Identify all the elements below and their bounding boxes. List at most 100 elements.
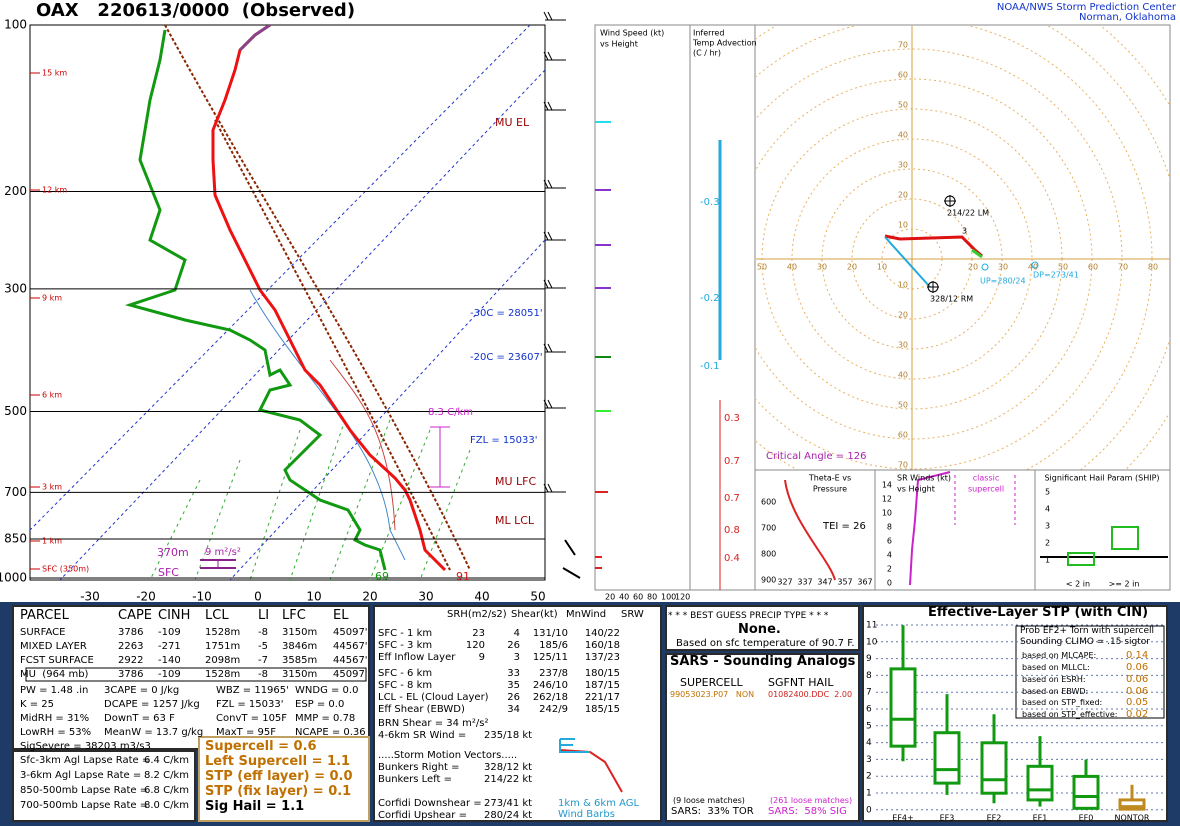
stp-prob: Prob EF2+ Torn with supercell [1020,626,1155,636]
stp-box [1118,798,1146,811]
hodo-x-label: 40 [787,263,797,272]
parcel-cell: -271 [158,641,181,652]
lapse-value: 8.2 C/km [144,770,189,781]
stp-based-value: 0.06 [1126,662,1149,673]
wind-barb [564,539,576,556]
tei-label: TEI = 26 [822,521,866,532]
skewt-annotation: MU LFC [495,475,536,488]
stp-y-label: 0 [866,805,872,815]
parcel-cell: 44567' [333,641,368,652]
height-label: 15 km [42,69,67,78]
wind-barb [562,567,581,579]
parcel-cell: -8 [258,669,268,680]
kin-cell: Eff Inflow Layer [378,652,456,663]
advection-title: (C / hr) [693,49,721,58]
parcel-panel [12,605,370,750]
stp-based-value: 0.02 [1126,709,1149,720]
kin-header: MnWind [566,609,607,620]
stp-y-label: 9 [866,654,872,664]
hodo-y-label: 30 [898,161,908,170]
org-location: Norman, Oklahoma [1079,12,1176,23]
kin-cell: 35 [507,680,520,691]
height-label: SFC (350m) [42,565,89,574]
kin-cell: SFC - 1 km [378,628,433,639]
stp-box [980,741,1008,795]
parcel-cell: -140 [158,655,181,666]
hodo-x-label: 20 [847,263,857,272]
ship-x-label: >= 2 in [1109,580,1140,589]
hodo-trace [884,236,931,288]
stp-prob: Sounding CLIMO = .15 sigtor [1020,637,1150,647]
parcel-cell: 3150m [282,669,318,680]
hodo-y-label: 40 [898,371,908,380]
theta-e-x-label: 367 [857,578,872,587]
advection-value: 0.4 [724,553,740,564]
stp-y-label: 10 [866,637,878,647]
theta-e-x-label: 327 [777,578,792,587]
advection-value: -0.2 [700,293,720,304]
ship-y-label: 5 [1045,488,1050,497]
stp-box [1026,764,1054,802]
index-cell: MeanW = 13.7 g/kg [104,727,204,738]
parcel-header: EL [333,608,349,623]
parcel-cell: MU (964 mb) [20,669,89,680]
hodo-y-label: 40 [898,131,908,140]
parcel-header: LFC [282,608,306,623]
index-cell: FZL = 15033' [216,699,284,710]
storm-label: Corfidi Upshear = [378,810,467,821]
index-cell: MidRH = 31% [20,713,90,724]
advection-value: 0.8 [724,525,740,536]
hodo-y-label: 10 [898,221,908,230]
sars-match: 99053023.P07 NON [670,690,755,699]
parcel-cell: -7 [258,655,268,666]
pressure-label: 700 [4,485,27,499]
wind-barb [543,231,566,241]
parcel-header: LI [258,608,270,623]
kin-cell: 23 [472,628,485,639]
sr-winds-y-label: 8 [887,523,892,532]
composite-panel [198,736,370,822]
skewt-annotation: 91 [456,570,470,583]
hodo-y-label: 50 [898,401,908,410]
sr-winds-y-label: 12 [882,495,892,504]
ship-x-label: < 2 in [1066,580,1090,589]
temp-label: 20 [362,590,377,603]
lapse-value: 6.8 C/km [144,785,189,796]
wind-barb [543,51,566,61]
wind-barb [543,483,566,493]
stp-based: based on EBWD: [1022,687,1089,696]
stp-based: based on MLCAPE: [1022,651,1097,660]
kin-cell: 131/10 [532,628,568,639]
index-cell: DownT = 63 F [104,713,175,724]
hodograph: 50 40 30 20 10 20 30 40 50 60 70 80 70 60 50 40 30 20 10 10… [756,26,1170,470]
sr-winds-y-label: 4 [887,551,892,560]
hodo-x-label: 20 [968,263,978,272]
wind-barb [543,399,566,409]
parcel-cell: 3786 [118,669,144,680]
theta-e-title: Pressure [813,485,847,494]
storm-motion [944,195,956,207]
hodo-y-label: 20 [898,191,908,200]
theta-e-x-label: 357 [837,578,852,587]
skewt-annotation: SFC [158,566,179,579]
stp-y-label: 4 [866,738,872,748]
kin-cell: SFC - 8 km [378,680,433,691]
hodo-x-label: 30 [817,263,827,272]
wind-panel [594,24,691,591]
hodo-y-label: 60 [898,431,908,440]
kin-cell: 33 [507,668,520,679]
kin-cell: 26 [507,640,520,651]
hodo-point-label: 3 [962,227,967,236]
parcel-cell: -109 [158,669,181,680]
stp-y-label: 3 [866,755,872,765]
kin-cell: 237/8 [539,668,568,679]
hodo-y-label: 70 [898,41,908,50]
index-cell: WNDG = 0.0 [295,685,359,696]
kin-cell: 120 [465,640,485,651]
parcel-cell: FCST SURFACE [20,655,94,666]
wind-barb [543,11,566,21]
skewt-annotation: FZL = 15033' [470,435,537,446]
